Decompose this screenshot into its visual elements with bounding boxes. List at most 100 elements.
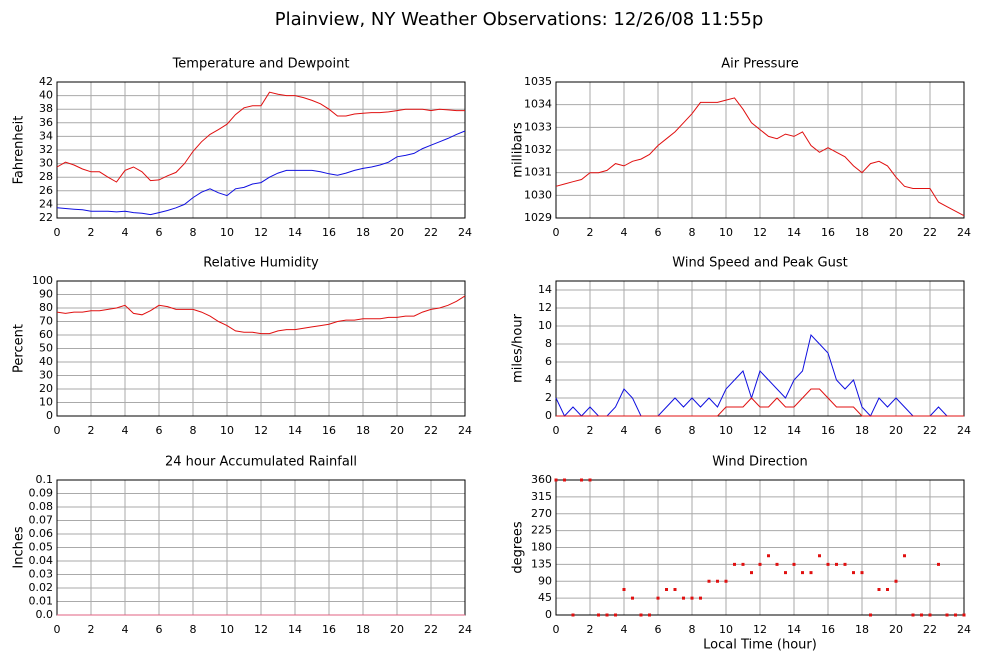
y-tick-label: 360	[531, 473, 552, 486]
x-tick-label: 12	[753, 424, 767, 437]
y-tick-label: 135	[531, 557, 552, 570]
x-tick-label: 22	[923, 623, 937, 636]
data-point	[690, 596, 694, 600]
data-point	[639, 613, 643, 617]
y-tick-label: 26	[39, 184, 53, 197]
x-tick-label: 0	[54, 424, 61, 437]
data-point	[614, 613, 617, 617]
y-tick-label: 45	[538, 591, 552, 604]
x-tick-label: 16	[322, 226, 336, 239]
y-tick-label: 1035	[524, 75, 552, 88]
y-tick-label: 0.07	[29, 514, 54, 527]
y-tick-label: 12	[538, 301, 552, 314]
y-tick-label: 1032	[524, 143, 552, 156]
data-point	[741, 562, 745, 566]
y-tick-label: 22	[39, 211, 53, 224]
data-point	[877, 588, 881, 591]
data-point	[750, 571, 753, 575]
data-point	[571, 613, 575, 617]
x-tick-label: 22	[424, 226, 438, 239]
x-tick-label: 20	[390, 623, 404, 636]
data-point	[656, 596, 660, 600]
y-tick-label: 0.03	[29, 568, 54, 581]
data-point	[903, 554, 906, 558]
y-tick-label: 100	[32, 274, 53, 287]
y-tick-label: 0.01	[29, 595, 54, 608]
data-point	[588, 478, 592, 482]
y-axis-label: Inches	[12, 526, 27, 568]
x-tick-label: 20	[390, 424, 404, 437]
x-tick-label: 24	[957, 623, 971, 636]
chart-title: Wind Direction	[712, 455, 808, 470]
data-point	[920, 613, 923, 617]
x-tick-label: 10	[719, 424, 733, 437]
y-tick-label: 225	[531, 524, 552, 537]
data-point	[775, 562, 779, 566]
x-tick-label: 8	[190, 623, 197, 636]
data-point	[792, 562, 796, 566]
x-tick-label: 8	[190, 424, 197, 437]
y-tick-label: 0.04	[29, 554, 54, 567]
y-tick-label: 0.0	[36, 608, 54, 621]
x-tick-label: 18	[356, 424, 370, 437]
y-tick-label: 10	[39, 396, 53, 409]
y-axis-label: millibars	[511, 122, 526, 178]
x-tick-label: 2	[88, 623, 95, 636]
x-tick-label: 16	[322, 424, 336, 437]
y-tick-label: 30	[39, 369, 53, 382]
data-point	[886, 588, 889, 591]
y-tick-label: 70	[39, 315, 53, 328]
data-point	[826, 562, 830, 566]
data-point	[954, 613, 957, 617]
data-point	[648, 613, 651, 617]
x-tick-label: 4	[122, 226, 129, 239]
x-tick-label: 24	[458, 226, 472, 239]
data-point	[937, 562, 940, 566]
data-point	[911, 613, 915, 617]
data-point	[945, 613, 949, 617]
x-tick-label: 10	[220, 623, 234, 636]
y-tick-label: 1034	[524, 98, 552, 111]
data-point	[682, 596, 685, 600]
x-axis-label: Local Time (hour)	[703, 638, 817, 653]
x-tick-label: 12	[753, 623, 767, 636]
y-tick-label: 0.02	[29, 581, 54, 594]
y-tick-label: 8	[545, 337, 552, 350]
data-line	[56, 91, 465, 183]
x-tick-label: 10	[719, 226, 733, 239]
data-point	[894, 579, 898, 583]
x-tick-label: 12	[753, 226, 767, 239]
x-tick-label: 18	[855, 226, 869, 239]
data-line	[556, 388, 964, 417]
data-point	[597, 613, 600, 617]
x-tick-label: 18	[855, 623, 869, 636]
x-tick-label: 4	[621, 226, 628, 239]
y-tick-label: 0.05	[29, 541, 54, 554]
x-tick-label: 12	[254, 226, 268, 239]
data-point	[699, 596, 702, 600]
x-tick-label: 6	[655, 424, 662, 437]
y-axis-label: degrees	[511, 521, 526, 574]
x-tick-label: 24	[458, 623, 472, 636]
data-line	[555, 333, 964, 417]
y-tick-label: 14	[538, 283, 552, 296]
x-tick-label: 22	[424, 424, 438, 437]
data-point	[860, 571, 864, 575]
page-title: Plainview, NY Weather Observations: 12/2…	[275, 9, 764, 30]
x-tick-label: 0	[553, 424, 560, 437]
data-point	[767, 554, 770, 558]
x-tick-label: 2	[587, 623, 594, 636]
x-tick-label: 14	[288, 424, 302, 437]
x-tick-label: 0	[54, 226, 61, 239]
y-tick-label: 36	[39, 116, 53, 129]
x-tick-label: 8	[689, 424, 696, 437]
x-tick-label: 18	[356, 623, 370, 636]
y-tick-label: 0.08	[29, 500, 54, 513]
y-tick-label: 60	[39, 328, 53, 341]
y-tick-label: 20	[39, 382, 53, 395]
x-tick-label: 4	[621, 424, 628, 437]
data-point	[801, 571, 804, 575]
data-point	[605, 613, 609, 617]
x-tick-label: 4	[621, 623, 628, 636]
